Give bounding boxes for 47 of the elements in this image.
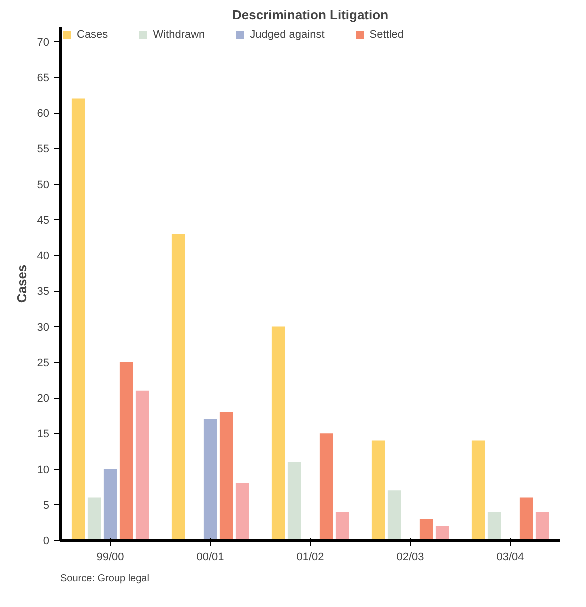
bar: [536, 512, 550, 540]
bar: [88, 498, 102, 540]
legend-label: Cases: [77, 29, 108, 41]
source-note: Source: Group legal: [60, 574, 150, 584]
y-tick-label: 50: [37, 179, 50, 192]
chart-title: Descrimination Litigation: [232, 8, 389, 22]
x-tick-label: 02/03: [396, 552, 424, 564]
x-tick-label: 01/02: [296, 552, 324, 564]
bar: [420, 519, 434, 540]
bar: [204, 419, 218, 540]
bar: [272, 326, 286, 540]
bar: [320, 434, 334, 540]
legend-label: Judged against: [250, 29, 325, 41]
bar: [136, 390, 150, 540]
bar: [472, 440, 486, 540]
y-tick-label: 25: [37, 357, 50, 370]
y-tick-label: 55: [37, 144, 50, 156]
x-tick-label: 03/04: [496, 552, 524, 564]
y-tick-label: 5: [43, 500, 50, 512]
bar: [336, 512, 350, 540]
y-tick-label: 0: [43, 536, 50, 548]
y-tick-label: 60: [37, 108, 50, 120]
bar: [72, 98, 86, 540]
legend-label: Settled: [370, 29, 404, 41]
bar: [288, 462, 302, 540]
y-tick-label: 20: [37, 393, 50, 405]
bar: [220, 412, 234, 540]
bar: [120, 362, 134, 540]
bar: [172, 234, 186, 540]
y-tick-label: 65: [37, 72, 50, 84]
bar: [520, 498, 534, 540]
y-tick-label: 10: [37, 464, 50, 476]
bar: [104, 469, 118, 540]
y-tick-label: 40: [37, 250, 50, 262]
y-tick-label: 15: [37, 428, 50, 441]
y-tick-label: 70: [37, 36, 50, 49]
bar: [488, 512, 502, 540]
y-tick-label: 45: [37, 214, 50, 227]
bar: [388, 490, 402, 540]
y-tick-label: 35: [37, 286, 50, 298]
y-axis-title: Cases: [14, 264, 30, 304]
x-tick-label: 00/01: [196, 552, 224, 564]
legend-label: Withdrawn: [153, 29, 206, 41]
y-tick-label: 30: [37, 322, 50, 334]
bar: [236, 484, 250, 540]
x-tick-label: 99/00: [96, 552, 124, 564]
bar: [372, 440, 386, 540]
